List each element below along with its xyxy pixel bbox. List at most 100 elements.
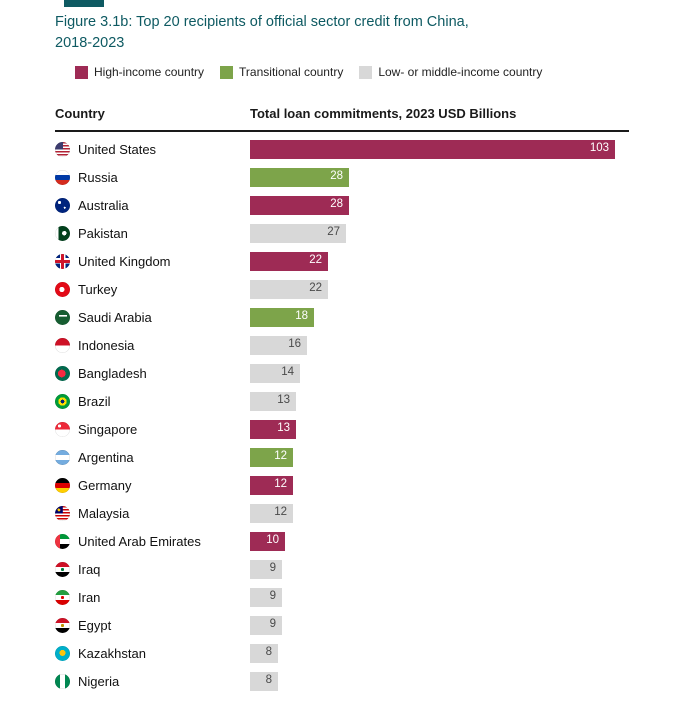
loan-bar: 8 (250, 643, 278, 663)
country-label: Bangladesh (78, 365, 147, 381)
flag-egypt-icon (55, 617, 70, 633)
table-row: Argentina 12 (55, 443, 629, 471)
bar-value-label: 8 (265, 674, 272, 687)
country-cell: Indonesia (55, 337, 250, 353)
bar-value-label: 12 (274, 506, 287, 519)
bar-value-label: 14 (281, 366, 294, 379)
bar-value-label: 22 (309, 282, 322, 295)
country-label: Russia (78, 169, 118, 185)
flag-kazakhstan-icon (55, 645, 70, 661)
bar-cell: 10 (250, 531, 629, 551)
loan-bar: 12 (250, 475, 293, 495)
bar-value-label: 12 (274, 450, 287, 463)
country-label: Brazil (78, 393, 111, 409)
country-label: Indonesia (78, 337, 135, 353)
flag-united-kingdom-icon (55, 253, 70, 269)
loan-bar: 22 (250, 251, 328, 271)
table-row: Singapore 13 (55, 415, 629, 443)
country-label: Egypt (78, 617, 112, 633)
flag-turkey-icon (55, 281, 70, 297)
country-label: Iraq (78, 561, 101, 577)
table-row: Saudi Arabia 18 (55, 303, 629, 331)
tab-marker (64, 0, 104, 7)
bar-cell: 27 (250, 223, 629, 243)
bar-cell: 18 (250, 307, 629, 327)
bar-value-label: 9 (269, 590, 276, 603)
loan-bar: 10 (250, 531, 285, 551)
table-row: United States 103 (55, 135, 629, 163)
bar-cell: 12 (250, 503, 629, 523)
country-label: United Arab Emirates (78, 533, 201, 549)
bar-cell: 9 (250, 615, 629, 635)
table-row: Iran 9 (55, 583, 629, 611)
country-label: Australia (78, 197, 129, 213)
country-label: Turkey (78, 281, 118, 297)
country-cell: United States (55, 141, 250, 157)
legend-swatch-low-middle-income-icon (359, 65, 373, 79)
flag-malaysia-icon (55, 505, 70, 521)
table-row: United Kingdom 22 (55, 247, 629, 275)
table-row: Kazakhstan 8 (55, 639, 629, 667)
value-column-header: Total loan commitments, 2023 USD Billion… (250, 106, 517, 121)
legend-item-low-middle-income: Low- or middle-income country (359, 65, 542, 79)
legend-swatch-transitional-icon (220, 65, 234, 79)
table-row: Iraq 9 (55, 555, 629, 583)
bar-cell: 14 (250, 363, 629, 383)
country-label: Saudi Arabia (78, 309, 152, 325)
flag-united-states-icon (55, 141, 70, 157)
bar-value-label: 8 (265, 646, 272, 659)
bar-cell: 9 (250, 587, 629, 607)
legend-item-transitional: Transitional country (220, 65, 343, 79)
bar-value-label: 22 (309, 254, 322, 267)
loan-bar: 9 (250, 559, 282, 579)
table-header: Country Total loan commitments, 2023 USD… (55, 106, 629, 132)
bar-value-label: 18 (295, 310, 308, 323)
table-row: Brazil 13 (55, 387, 629, 415)
country-label: Iran (78, 589, 101, 605)
table-row: Bangladesh 14 (55, 359, 629, 387)
country-label: Pakistan (78, 225, 128, 241)
loan-bar: 9 (250, 587, 282, 607)
country-cell: Brazil (55, 393, 250, 409)
country-cell: Bangladesh (55, 365, 250, 381)
flag-saudi-arabia-icon (55, 309, 70, 325)
bar-value-label: 9 (269, 562, 276, 575)
bar-value-label: 13 (277, 394, 290, 407)
flag-germany-icon (55, 477, 70, 493)
chart-rows: United States 103 Russia 28 Australia 28 (55, 135, 629, 695)
legend: High-income country Transitional country… (75, 65, 629, 79)
country-cell: Kazakhstan (55, 645, 250, 661)
country-label: Germany (78, 477, 132, 493)
bar-cell: 8 (250, 671, 629, 691)
loan-bar: 18 (250, 307, 314, 327)
table-row: Germany 12 (55, 471, 629, 499)
bar-cell: 16 (250, 335, 629, 355)
country-cell: Turkey (55, 281, 250, 297)
flag-singapore-icon (55, 421, 70, 437)
country-cell: Germany (55, 477, 250, 493)
bar-cell: 28 (250, 167, 629, 187)
country-cell: Australia (55, 197, 250, 213)
loan-bar: 12 (250, 503, 293, 523)
country-cell: Argentina (55, 449, 250, 465)
flag-brazil-icon (55, 393, 70, 409)
country-cell: Egypt (55, 617, 250, 633)
bar-value-label: 27 (327, 226, 340, 239)
country-cell: Singapore (55, 421, 250, 437)
loan-bar: 13 (250, 391, 296, 411)
country-column-header: Country (55, 106, 105, 121)
flag-iran-icon (55, 589, 70, 605)
table-row: Australia 28 (55, 191, 629, 219)
table-row: Malaysia 12 (55, 499, 629, 527)
loan-bar: 8 (250, 671, 278, 691)
figure-title: Figure 3.1b: Top 20 recipients of offici… (55, 0, 629, 54)
flag-nigeria-icon (55, 673, 70, 689)
country-label: United States (78, 141, 157, 157)
country-cell: Malaysia (55, 505, 250, 521)
country-label: Kazakhstan (78, 645, 146, 661)
flag-iraq-icon (55, 561, 70, 577)
legend-label-high-income: High-income country (94, 65, 205, 79)
loan-bar: 103 (250, 139, 615, 159)
bar-value-label: 10 (266, 534, 279, 547)
bar-cell: 22 (250, 279, 629, 299)
